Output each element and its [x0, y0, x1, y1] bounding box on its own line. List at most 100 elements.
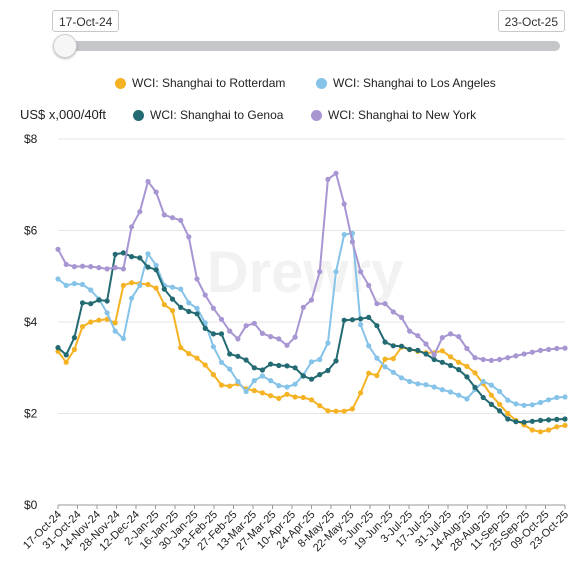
- data-point-series-1: [513, 401, 519, 407]
- data-point-series-0: [120, 282, 126, 288]
- data-point-series-0: [153, 285, 159, 291]
- data-point-series-2: [480, 394, 486, 401]
- data-point-series-3: [317, 269, 323, 275]
- data-point-series-3: [349, 239, 355, 245]
- data-point-series-0: [366, 370, 372, 376]
- data-point-series-1: [251, 378, 257, 384]
- range-start-date[interactable]: 17-Oct-24: [52, 10, 120, 32]
- data-point-series-1: [268, 378, 274, 384]
- data-point-series-2: [79, 300, 86, 306]
- data-point-series-3: [390, 309, 396, 315]
- data-point-series-2: [398, 343, 405, 349]
- data-point-series-1: [382, 364, 388, 370]
- data-point-series-1: [129, 295, 135, 301]
- data-point-series-1: [259, 373, 265, 379]
- data-point-series-1: [88, 287, 94, 293]
- data-point-series-2: [243, 357, 249, 363]
- data-point-series-1: [497, 388, 503, 395]
- data-point-series-2: [235, 353, 241, 359]
- data-point-series-0: [390, 356, 396, 362]
- data-point-series-3: [210, 305, 216, 311]
- date-range-slider[interactable]: [60, 41, 560, 51]
- data-point-series-2: [96, 297, 102, 303]
- data-point-series-3: [472, 355, 478, 361]
- data-point-series-3: [276, 336, 282, 342]
- legend-dot-icon: [311, 109, 322, 121]
- data-point-series-3: [447, 331, 454, 337]
- legend-item-rotterdam[interactable]: WCI: Shanghai to Rotterdam: [115, 76, 285, 90]
- data-point-series-0: [374, 372, 380, 379]
- data-point-series-0: [88, 319, 94, 325]
- data-point-series-1: [398, 375, 405, 381]
- data-point-series-2: [505, 416, 511, 422]
- data-point-series-0: [169, 308, 176, 314]
- data-point-series-3: [243, 323, 249, 329]
- data-point-series-3: [186, 234, 192, 240]
- data-point-series-2: [153, 267, 159, 273]
- legend-item-genoa[interactable]: WCI: Shanghai to Genoa: [133, 108, 283, 122]
- data-point-series-3: [145, 178, 151, 185]
- data-point-series-0: [202, 362, 208, 368]
- data-point-series-3: [202, 292, 208, 298]
- data-point-series-1: [456, 392, 462, 398]
- legend-item-los-angeles[interactable]: WCI: Shanghai to Los Angeles: [316, 76, 496, 90]
- data-point-series-3: [333, 170, 339, 176]
- data-point-series-3: [562, 345, 568, 351]
- data-point-series-1: [407, 378, 413, 385]
- data-point-series-3: [488, 357, 494, 363]
- data-point-series-0: [537, 429, 544, 435]
- data-point-series-1: [194, 305, 200, 311]
- data-point-series-1: [276, 383, 282, 389]
- data-point-series-0: [259, 390, 265, 396]
- legend-item-new-york[interactable]: WCI: Shanghai to New York: [311, 108, 476, 122]
- data-point-series-0: [529, 427, 535, 433]
- y-tick-label: $2: [24, 407, 38, 421]
- y-tick-label: $0: [24, 498, 38, 512]
- data-point-series-2: [317, 372, 323, 378]
- data-point-series-0: [333, 408, 339, 414]
- data-point-series-0: [308, 397, 315, 403]
- data-point-series-2: [562, 416, 568, 422]
- data-point-series-2: [259, 367, 265, 373]
- data-point-series-1: [186, 300, 192, 306]
- data-point-series-0: [456, 359, 462, 365]
- data-point-series-3: [358, 269, 364, 275]
- data-point-series-0: [472, 370, 478, 376]
- slider-handle[interactable]: [53, 34, 77, 58]
- data-point-series-1: [333, 269, 339, 275]
- watermark-text: Drewry: [207, 240, 404, 305]
- data-point-series-3: [153, 189, 159, 195]
- data-point-series-1: [112, 328, 118, 334]
- data-point-series-0: [382, 356, 388, 362]
- data-point-series-2: [251, 365, 257, 371]
- data-point-series-3: [521, 351, 527, 357]
- data-point-series-1: [104, 310, 110, 316]
- data-point-series-1: [480, 378, 486, 385]
- data-point-series-3: [529, 349, 535, 355]
- data-point-series-3: [104, 266, 110, 272]
- data-point-series-2: [210, 331, 216, 337]
- data-point-series-2: [284, 363, 290, 369]
- data-point-series-1: [562, 394, 568, 400]
- data-point-series-1: [145, 251, 151, 257]
- data-point-series-2: [104, 298, 110, 304]
- data-point-series-1: [120, 335, 126, 342]
- data-point-series-1: [521, 402, 527, 408]
- data-point-series-0: [178, 345, 184, 351]
- data-point-series-3: [505, 355, 511, 361]
- data-point-series-0: [439, 348, 445, 354]
- data-point-series-3: [431, 352, 437, 358]
- data-point-series-2: [186, 308, 192, 315]
- data-point-series-1: [529, 402, 535, 408]
- data-point-series-0: [464, 363, 470, 369]
- data-point-series-1: [218, 359, 225, 365]
- data-point-series-2: [120, 250, 126, 256]
- range-end-date[interactable]: 23-Oct-25: [497, 10, 565, 32]
- data-point-series-1: [55, 276, 61, 282]
- data-point-series-3: [554, 345, 560, 352]
- data-point-series-2: [456, 367, 462, 373]
- data-point-series-2: [227, 351, 233, 357]
- data-point-series-2: [308, 376, 315, 382]
- data-point-series-2: [431, 356, 437, 363]
- data-point-series-0: [129, 280, 135, 286]
